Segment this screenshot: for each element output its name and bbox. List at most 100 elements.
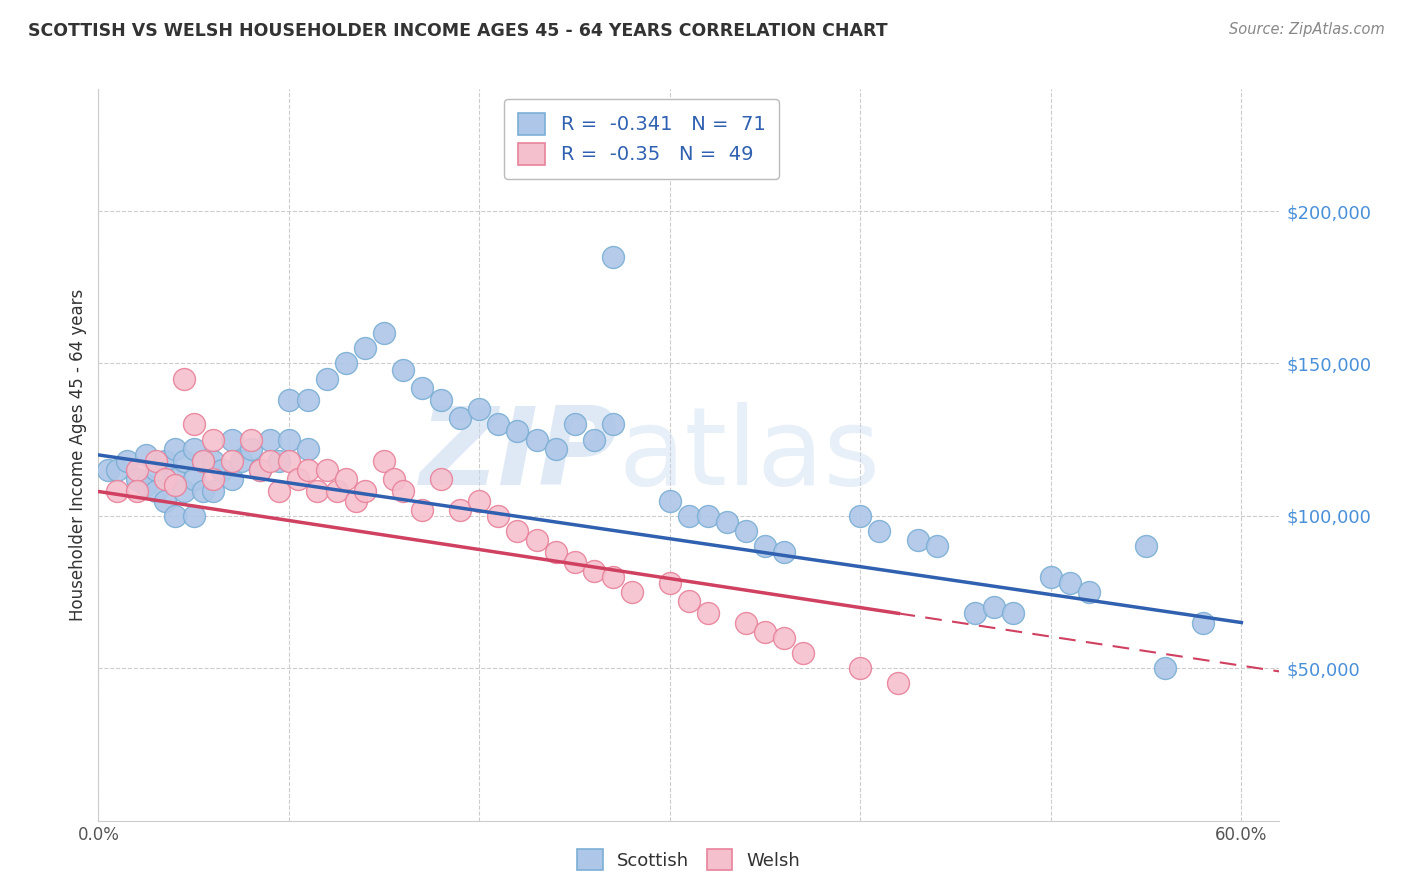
Point <box>602 250 624 264</box>
Point <box>907 533 929 548</box>
Point <box>201 454 224 468</box>
Point <box>335 356 357 371</box>
Point <box>239 433 262 447</box>
Point <box>153 454 176 468</box>
Point <box>963 607 986 621</box>
Point <box>430 472 453 486</box>
Point <box>1078 585 1101 599</box>
Point <box>97 463 120 477</box>
Point <box>678 594 700 608</box>
Point <box>221 454 243 468</box>
Point <box>354 341 377 355</box>
Point <box>506 524 529 538</box>
Point <box>125 463 148 477</box>
Point <box>249 463 271 477</box>
Point <box>145 463 167 477</box>
Point <box>145 484 167 499</box>
Point <box>193 454 215 468</box>
Y-axis label: Householder Income Ages 45 - 64 years: Householder Income Ages 45 - 64 years <box>69 289 87 621</box>
Point <box>678 508 700 523</box>
Text: atlas: atlas <box>619 402 880 508</box>
Point <box>392 362 415 376</box>
Point <box>183 472 205 486</box>
Point <box>297 463 319 477</box>
Point <box>239 442 262 456</box>
Point <box>201 472 224 486</box>
Point <box>183 442 205 456</box>
Point <box>468 493 491 508</box>
Point <box>107 484 129 499</box>
Point <box>277 454 299 468</box>
Point <box>735 524 758 538</box>
Point <box>564 555 586 569</box>
Point <box>382 472 405 486</box>
Point <box>125 484 148 499</box>
Point <box>658 576 681 591</box>
Point <box>277 433 299 447</box>
Point <box>526 533 548 548</box>
Point <box>488 417 510 432</box>
Point <box>1001 607 1024 621</box>
Point <box>983 600 1005 615</box>
Point <box>602 570 624 584</box>
Point <box>868 524 890 538</box>
Point <box>201 433 224 447</box>
Point <box>287 472 309 486</box>
Point <box>411 381 433 395</box>
Point <box>135 448 157 462</box>
Point <box>153 493 176 508</box>
Point <box>582 564 605 578</box>
Point <box>107 463 129 477</box>
Point <box>506 424 529 438</box>
Point <box>115 454 138 468</box>
Point <box>344 493 367 508</box>
Point <box>277 392 299 407</box>
Point <box>221 433 243 447</box>
Point <box>602 417 624 432</box>
Point <box>193 454 215 468</box>
Point <box>754 539 776 553</box>
Point <box>135 478 157 492</box>
Point <box>411 503 433 517</box>
Point <box>754 624 776 639</box>
Point <box>716 515 738 529</box>
Point <box>925 539 948 553</box>
Point <box>335 472 357 486</box>
Point <box>526 433 548 447</box>
Point <box>564 417 586 432</box>
Point <box>173 454 195 468</box>
Point <box>297 392 319 407</box>
Point <box>201 484 224 499</box>
Text: SCOTTISH VS WELSH HOUSEHOLDER INCOME AGES 45 - 64 YEARS CORRELATION CHART: SCOTTISH VS WELSH HOUSEHOLDER INCOME AGE… <box>28 22 887 40</box>
Point <box>544 442 567 456</box>
Point <box>316 463 339 477</box>
Legend: Scottish, Welsh: Scottish, Welsh <box>569 842 808 878</box>
Point <box>297 442 319 456</box>
Point <box>449 503 471 517</box>
Point <box>183 417 205 432</box>
Point <box>373 454 395 468</box>
Point <box>325 484 347 499</box>
Point <box>849 508 872 523</box>
Point <box>773 631 796 645</box>
Point <box>697 508 720 523</box>
Point <box>488 508 510 523</box>
Point <box>449 411 471 425</box>
Point <box>183 508 205 523</box>
Point <box>145 454 167 468</box>
Point <box>354 484 377 499</box>
Point <box>792 646 814 660</box>
Point <box>697 607 720 621</box>
Point <box>773 545 796 559</box>
Point <box>316 372 339 386</box>
Point <box>259 454 281 468</box>
Point <box>373 326 395 340</box>
Point <box>173 372 195 386</box>
Point <box>163 508 186 523</box>
Point <box>163 472 186 486</box>
Point <box>163 442 186 456</box>
Point <box>1135 539 1157 553</box>
Text: ZIP: ZIP <box>420 402 619 508</box>
Point <box>163 478 186 492</box>
Point <box>193 484 215 499</box>
